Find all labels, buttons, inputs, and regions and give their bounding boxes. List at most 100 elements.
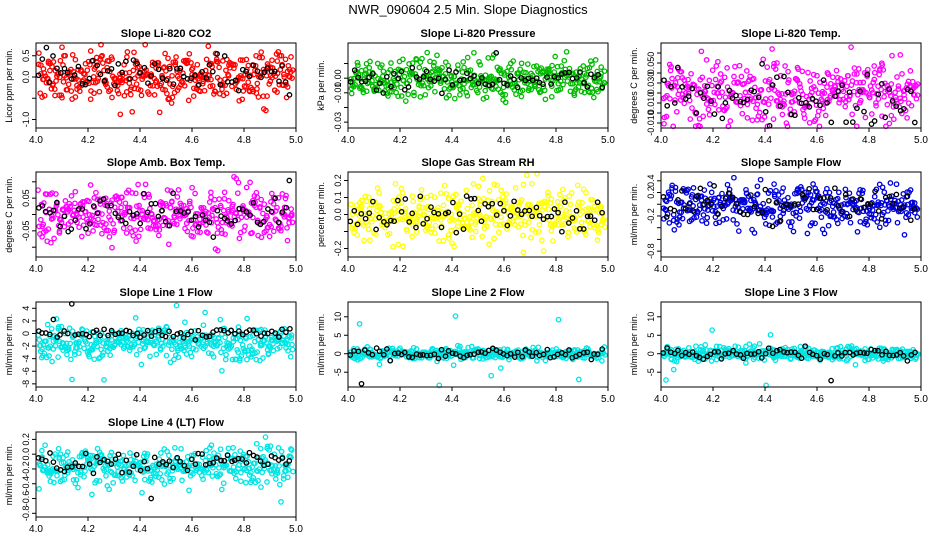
data-points: [35, 173, 296, 254]
point-all: [735, 228, 742, 234]
point-all: [678, 68, 685, 75]
point-all: [483, 94, 490, 101]
point-all: [222, 334, 228, 341]
point-all: [907, 68, 914, 74]
point-all: [477, 61, 484, 68]
point-all: [166, 95, 173, 102]
point-highlight: [704, 83, 711, 90]
panel-title: Slope Li-820 CO2: [121, 28, 211, 40]
point-all: [86, 198, 92, 205]
point-all: [541, 87, 548, 94]
point-all: [762, 96, 769, 102]
x-tick-label: 5.0: [289, 524, 303, 535]
point-all: [674, 74, 681, 81]
point-all: [860, 79, 867, 86]
point-all: [746, 341, 753, 347]
point-all: [147, 353, 153, 360]
point-all: [575, 376, 582, 383]
point-all: [38, 62, 44, 68]
point-all: [501, 72, 508, 78]
point-all: [901, 231, 908, 238]
point-all: [420, 82, 427, 89]
point-all: [221, 189, 228, 196]
point-highlight: [101, 326, 107, 333]
point-all: [238, 478, 244, 485]
point-highlight: [86, 75, 93, 82]
point-highlight: [420, 74, 427, 80]
point-all: [284, 225, 290, 231]
point-all: [36, 337, 43, 343]
point-all: [258, 49, 265, 55]
point-all: [436, 238, 442, 244]
point-all: [133, 351, 140, 358]
point-all: [62, 198, 69, 204]
point-all: [95, 75, 102, 82]
y-tick-label: 10: [646, 312, 656, 322]
point-highlight: [101, 78, 108, 84]
point-all: [288, 54, 294, 60]
point-all: [409, 233, 416, 240]
point-all: [201, 87, 208, 94]
point-all: [169, 72, 175, 79]
point-all: [702, 88, 709, 95]
point-highlight: [740, 99, 747, 106]
y-tick-label: 0.0: [21, 448, 31, 461]
point-all: [399, 190, 406, 196]
point-all: [431, 59, 437, 66]
point-all: [886, 120, 893, 127]
point-all: [110, 479, 117, 486]
point-highlight: [115, 61, 122, 67]
point-all: [205, 230, 211, 236]
point-all: [689, 105, 695, 111]
point-all: [764, 64, 771, 70]
point-all: [165, 55, 171, 62]
point-all: [214, 59, 221, 65]
point-highlight: [744, 96, 751, 103]
point-all: [138, 361, 145, 368]
point-all: [416, 64, 423, 71]
point-highlight: [868, 121, 875, 127]
point-highlight: [788, 111, 795, 118]
point-highlight: [907, 217, 914, 224]
point-all: [36, 486, 42, 492]
point-all: [219, 367, 225, 374]
point-all: [274, 58, 281, 64]
point-all: [499, 91, 506, 98]
point-highlight: [46, 79, 53, 85]
y-tick-label: 0.010: [646, 92, 656, 115]
point-all: [845, 72, 851, 79]
point-all: [602, 224, 608, 230]
point-all: [718, 78, 725, 85]
point-highlight: [50, 53, 56, 59]
point-all: [400, 243, 406, 250]
point-highlight: [395, 75, 402, 82]
point-all: [418, 186, 425, 193]
point-all: [208, 194, 214, 201]
point-all: [451, 95, 458, 102]
x-tick-label: 4.6: [810, 135, 824, 146]
x-tick-label: 4.2: [81, 394, 95, 405]
x-tick-label: 5.0: [289, 394, 303, 405]
point-all: [769, 46, 775, 52]
plot-frame: [660, 42, 922, 129]
x-tick-label: 4.0: [341, 135, 355, 146]
point-highlight: [781, 73, 787, 80]
point-all: [225, 197, 232, 204]
point-all: [548, 228, 555, 234]
x-tick-label: 4.6: [497, 135, 511, 146]
x-tick-label: 4.2: [393, 264, 407, 275]
point-all: [700, 113, 707, 120]
point-highlight: [351, 67, 358, 74]
point-all: [69, 51, 76, 58]
point-highlight: [287, 325, 293, 332]
point-highlight: [192, 72, 198, 78]
point-all: [528, 86, 535, 93]
point-highlight: [89, 57, 96, 64]
point-highlight: [286, 177, 293, 184]
point-all: [190, 93, 197, 99]
point-all: [682, 90, 689, 96]
point-all: [722, 94, 729, 101]
